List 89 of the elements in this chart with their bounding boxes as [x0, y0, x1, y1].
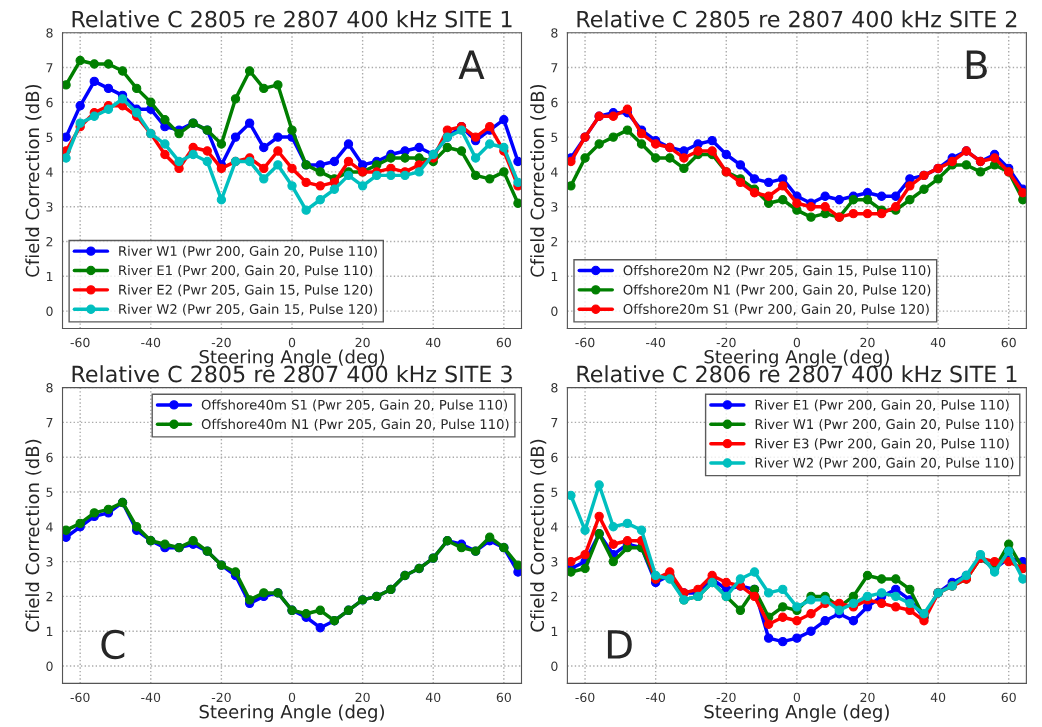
y-tick-label: 4 — [551, 167, 558, 177]
annotation: D — [607, 630, 632, 659]
y-tick-label: 3 — [46, 202, 53, 212]
x-tick-label: -40 — [141, 692, 161, 703]
y-tick-label: 6 — [46, 452, 53, 463]
x-tick-label: 0 — [793, 692, 801, 703]
y-tick-label: 3 — [551, 557, 558, 567]
x-tick-label: -20 — [716, 692, 736, 703]
x-tick-label: 60 — [1001, 337, 1016, 348]
y-tick-label: 6 — [551, 452, 558, 463]
legend-label: River W2 (Pwr 205, Gain 15, Pulse 120) — [119, 303, 377, 316]
legend-label: Offshore40m S1 (Pwr 205, Gain 20, Pulse 110) — [201, 399, 507, 412]
y-tick-label: 8 — [551, 28, 558, 38]
x-tick-label: 0 — [288, 692, 296, 703]
y-tick-label: 4 — [46, 167, 53, 177]
legend-label: River E3 (Pwr 200, Gain 20, Pulse 110) — [755, 438, 1009, 450]
x-tick-label: 60 — [496, 692, 511, 703]
x-tick-label: 20 — [355, 692, 370, 703]
legend-label: River E1 (Pwr 200, Gain 20, Pulse 110) — [119, 265, 373, 277]
x-tick-label: -20 — [716, 337, 736, 348]
y-tick-label: 8 — [46, 383, 53, 393]
y-tick-label: 7 — [551, 418, 558, 428]
x-tick-label: 0 — [288, 337, 296, 348]
y-tick-label: 0 — [551, 661, 558, 671]
x-tick-label: 20 — [860, 337, 875, 348]
chart-title: Relative C 2805 re 2807 400 kHz SITE 2 — [577, 10, 1017, 28]
y-tick-label: 5 — [551, 132, 558, 143]
legend-label: Offshore20m N1 (Pwr 200, Gain 20, Pulse 120) — [623, 284, 931, 297]
y-tick-label: 1 — [551, 626, 558, 636]
y-tick-label: 1 — [551, 271, 558, 282]
y-tick-label: 5 — [46, 132, 53, 143]
chart-title: Relative C 2805 re 2807 400 kHz SITE 1 — [72, 10, 512, 28]
x-axis-title: Steering Angle (deg) — [704, 704, 889, 722]
x-tick-label: -60 — [70, 337, 90, 348]
x-tick-label: -40 — [646, 337, 666, 348]
y-tick-label: 4 — [46, 522, 53, 532]
annotation: B — [966, 50, 987, 79]
x-tick-label: -60 — [575, 337, 595, 348]
y-axis-title: Cfield Correction (dB) — [25, 439, 42, 632]
y-tick-label: 8 — [46, 28, 53, 38]
y-tick-label: 5 — [46, 487, 53, 497]
x-tick-label: 40 — [930, 337, 946, 348]
x-tick-label: -40 — [646, 692, 666, 703]
x-tick-label: 40 — [425, 337, 441, 348]
x-tick-label: -40 — [141, 337, 161, 348]
x-tick-label: 20 — [355, 337, 370, 348]
legend-label: River W2 (Pwr 200, Gain 20, Pulse 110) — [755, 457, 1014, 470]
y-tick-label: 2 — [46, 236, 53, 247]
x-tick-label: 40 — [425, 692, 441, 703]
y-tick-label: 2 — [46, 591, 53, 602]
y-tick-label: 7 — [46, 418, 53, 428]
y-tick-label: 0 — [46, 306, 53, 316]
x-tick-label: -60 — [70, 692, 90, 703]
legend-label: Offshore20m N2 (Pwr 205, Gain 15, Pulse 110) — [623, 265, 931, 277]
y-tick-label: 0 — [551, 306, 558, 316]
y-axis-title: Cfield Correction (dB) — [25, 84, 42, 277]
legend-label: River E1 (Pwr 200, Gain 20, Pulse 110) — [755, 399, 1009, 412]
legend-label: River E2 (Pwr 205, Gain 15, Pulse 120) — [119, 284, 373, 297]
y-tick-label: 6 — [46, 97, 53, 108]
y-tick-label: 8 — [551, 383, 558, 393]
x-tick-label: 20 — [860, 692, 875, 703]
y-axis-title: Cfield Correction (dB) — [530, 84, 547, 277]
y-tick-label: 2 — [551, 236, 558, 247]
x-axis-title: Steering Angle (deg) — [199, 704, 384, 722]
annotation: A — [458, 50, 485, 79]
x-tick-label: 0 — [793, 337, 801, 348]
y-axis-title: Cfield Correction (dB) — [530, 439, 547, 632]
x-tick-label: 60 — [496, 337, 511, 348]
legend-label: River W1 (Pwr 200, Gain 20, Pulse 110) — [755, 418, 1014, 431]
y-tick-label: 6 — [551, 97, 558, 108]
y-tick-label: 3 — [551, 202, 558, 212]
legend-label: River W1 (Pwr 200, Gain 20, Pulse 110) — [119, 245, 377, 258]
y-tick-label: 0 — [46, 661, 53, 671]
y-tick-label: 5 — [551, 487, 558, 497]
annotation: C — [101, 629, 125, 660]
x-tick-label: 60 — [1001, 692, 1016, 703]
y-tick-label: 1 — [46, 626, 53, 636]
legend-label: Offshore40m N1 (Pwr 205, Gain 20, Pulse 110) — [201, 418, 509, 431]
y-tick-label: 2 — [551, 591, 558, 602]
y-tick-label: 7 — [551, 63, 558, 73]
legend-label: Offshore20m S1 (Pwr 200, Gain 20, Pulse 120) — [623, 303, 929, 316]
x-tick-label: -20 — [211, 337, 231, 348]
y-tick-label: 4 — [551, 522, 558, 532]
y-tick-label: 1 — [46, 271, 53, 282]
y-tick-label: 7 — [46, 63, 53, 73]
x-tick-label: -20 — [211, 692, 231, 703]
y-tick-label: 3 — [46, 557, 53, 567]
x-tick-label: 40 — [930, 692, 946, 703]
x-tick-label: -60 — [575, 692, 595, 703]
